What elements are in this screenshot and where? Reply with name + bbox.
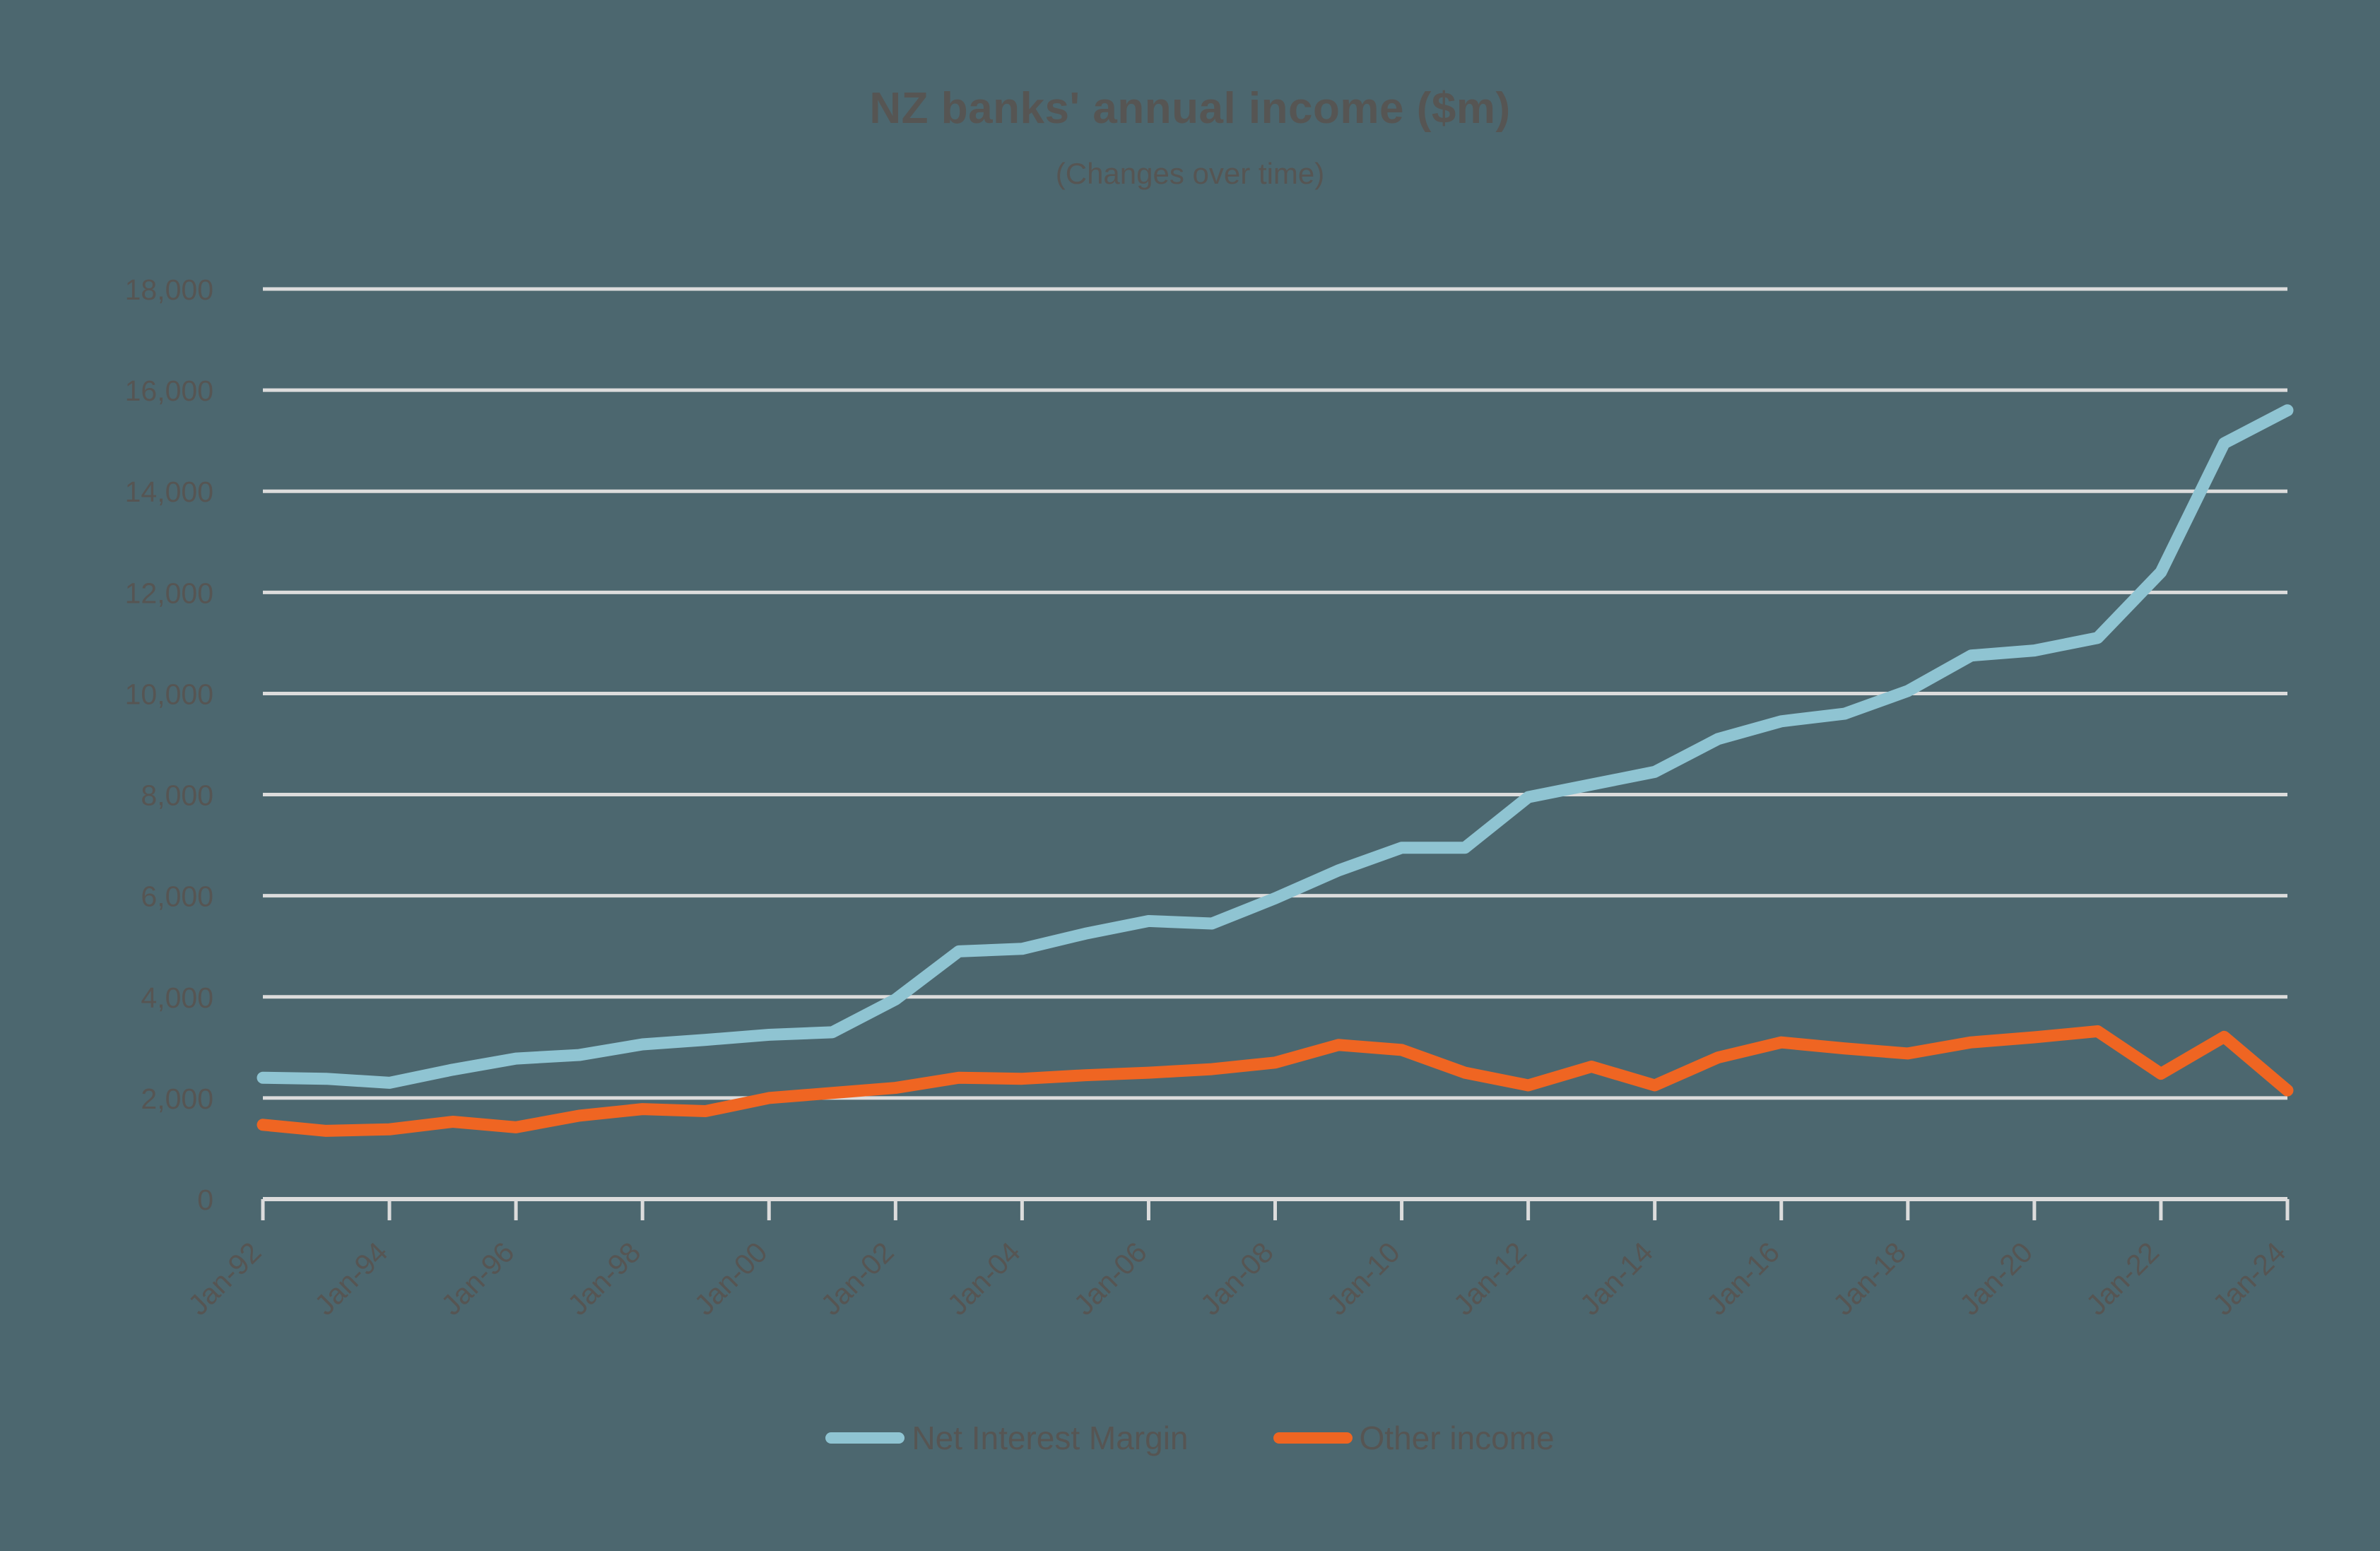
x-axis-tick-label: Jan-10 [1321, 1236, 1406, 1321]
x-axis-tick-label: Jan-02 [814, 1236, 900, 1321]
x-axis-tick-label: Jan-94 [308, 1236, 394, 1321]
legend-item-other-income[interactable]: Other income [1273, 1419, 1555, 1457]
x-axis-tick-label: Jan-06 [1068, 1236, 1153, 1321]
x-axis-tick-label: Jan-22 [2080, 1236, 2165, 1321]
y-axis-tick-label: 8,000 [141, 779, 213, 812]
x-axis-tick-label: Jan-00 [688, 1236, 773, 1321]
x-axis-tick-label: Jan-96 [435, 1236, 520, 1321]
y-axis-tick-label: 10,000 [125, 678, 213, 710]
x-axis-tick-label: Jan-12 [1447, 1236, 1533, 1321]
chart-subtitle: (Changes over time) [1055, 157, 1325, 190]
series-line-other-income [257, 1025, 2294, 1137]
y-axis-tick-label: 4,000 [141, 981, 213, 1014]
x-axis-tick-label: Jan-08 [1194, 1236, 1280, 1321]
legend-label: Net Interest Margin [912, 1420, 1189, 1456]
gridlines [263, 287, 2287, 1100]
x-axis [261, 1197, 2290, 1220]
x-axis-tick-label: Jan-92 [182, 1236, 267, 1321]
y-axis-tick-label: 0 [197, 1184, 213, 1216]
chart-legend: Net Interest Margin Other income [0, 1419, 2380, 1457]
y-axis-tick-label: 12,000 [125, 577, 213, 609]
series-line-net-interest-margin [257, 404, 2294, 1089]
x-axis-tick-label: Jan-14 [1574, 1236, 1659, 1321]
legend-swatch-icon [825, 1432, 905, 1444]
y-axis-tick-labels: 0 2,000 4,000 6,000 8,000 10,000 12,000 14,000 1… [125, 273, 213, 1216]
x-axis-tick-label: Jan-98 [561, 1236, 647, 1321]
data-series [257, 404, 2294, 1137]
x-axis-tick-label: Jan-20 [1953, 1236, 2039, 1321]
legend-item-net-interest-margin[interactable]: Net Interest Margin [825, 1419, 1189, 1457]
x-axis-tick-label: Jan-18 [1827, 1236, 1912, 1321]
x-axis-tick-label: Jan-24 [2206, 1236, 2292, 1321]
chart-title: NZ banks' annual income ($m) [869, 84, 1511, 133]
y-axis-tick-label: 16,000 [125, 375, 213, 407]
x-axis-tick-label: Jan-04 [941, 1236, 1027, 1321]
y-axis-tick-label: 18,000 [125, 273, 213, 306]
legend-swatch-icon [1273, 1432, 1353, 1444]
y-axis-tick-label: 14,000 [125, 476, 213, 508]
y-axis-tick-label: 6,000 [141, 880, 213, 913]
y-axis-tick-label: 2,000 [141, 1083, 213, 1115]
legend-label: Other income [1359, 1420, 1555, 1456]
x-axis-tick-label: Jan-16 [1700, 1236, 1786, 1321]
x-axis-tick-labels: Jan-92 Jan-94 Jan-96 Jan-98 Jan-00 Jan-02 Jan-… [182, 1236, 2292, 1321]
